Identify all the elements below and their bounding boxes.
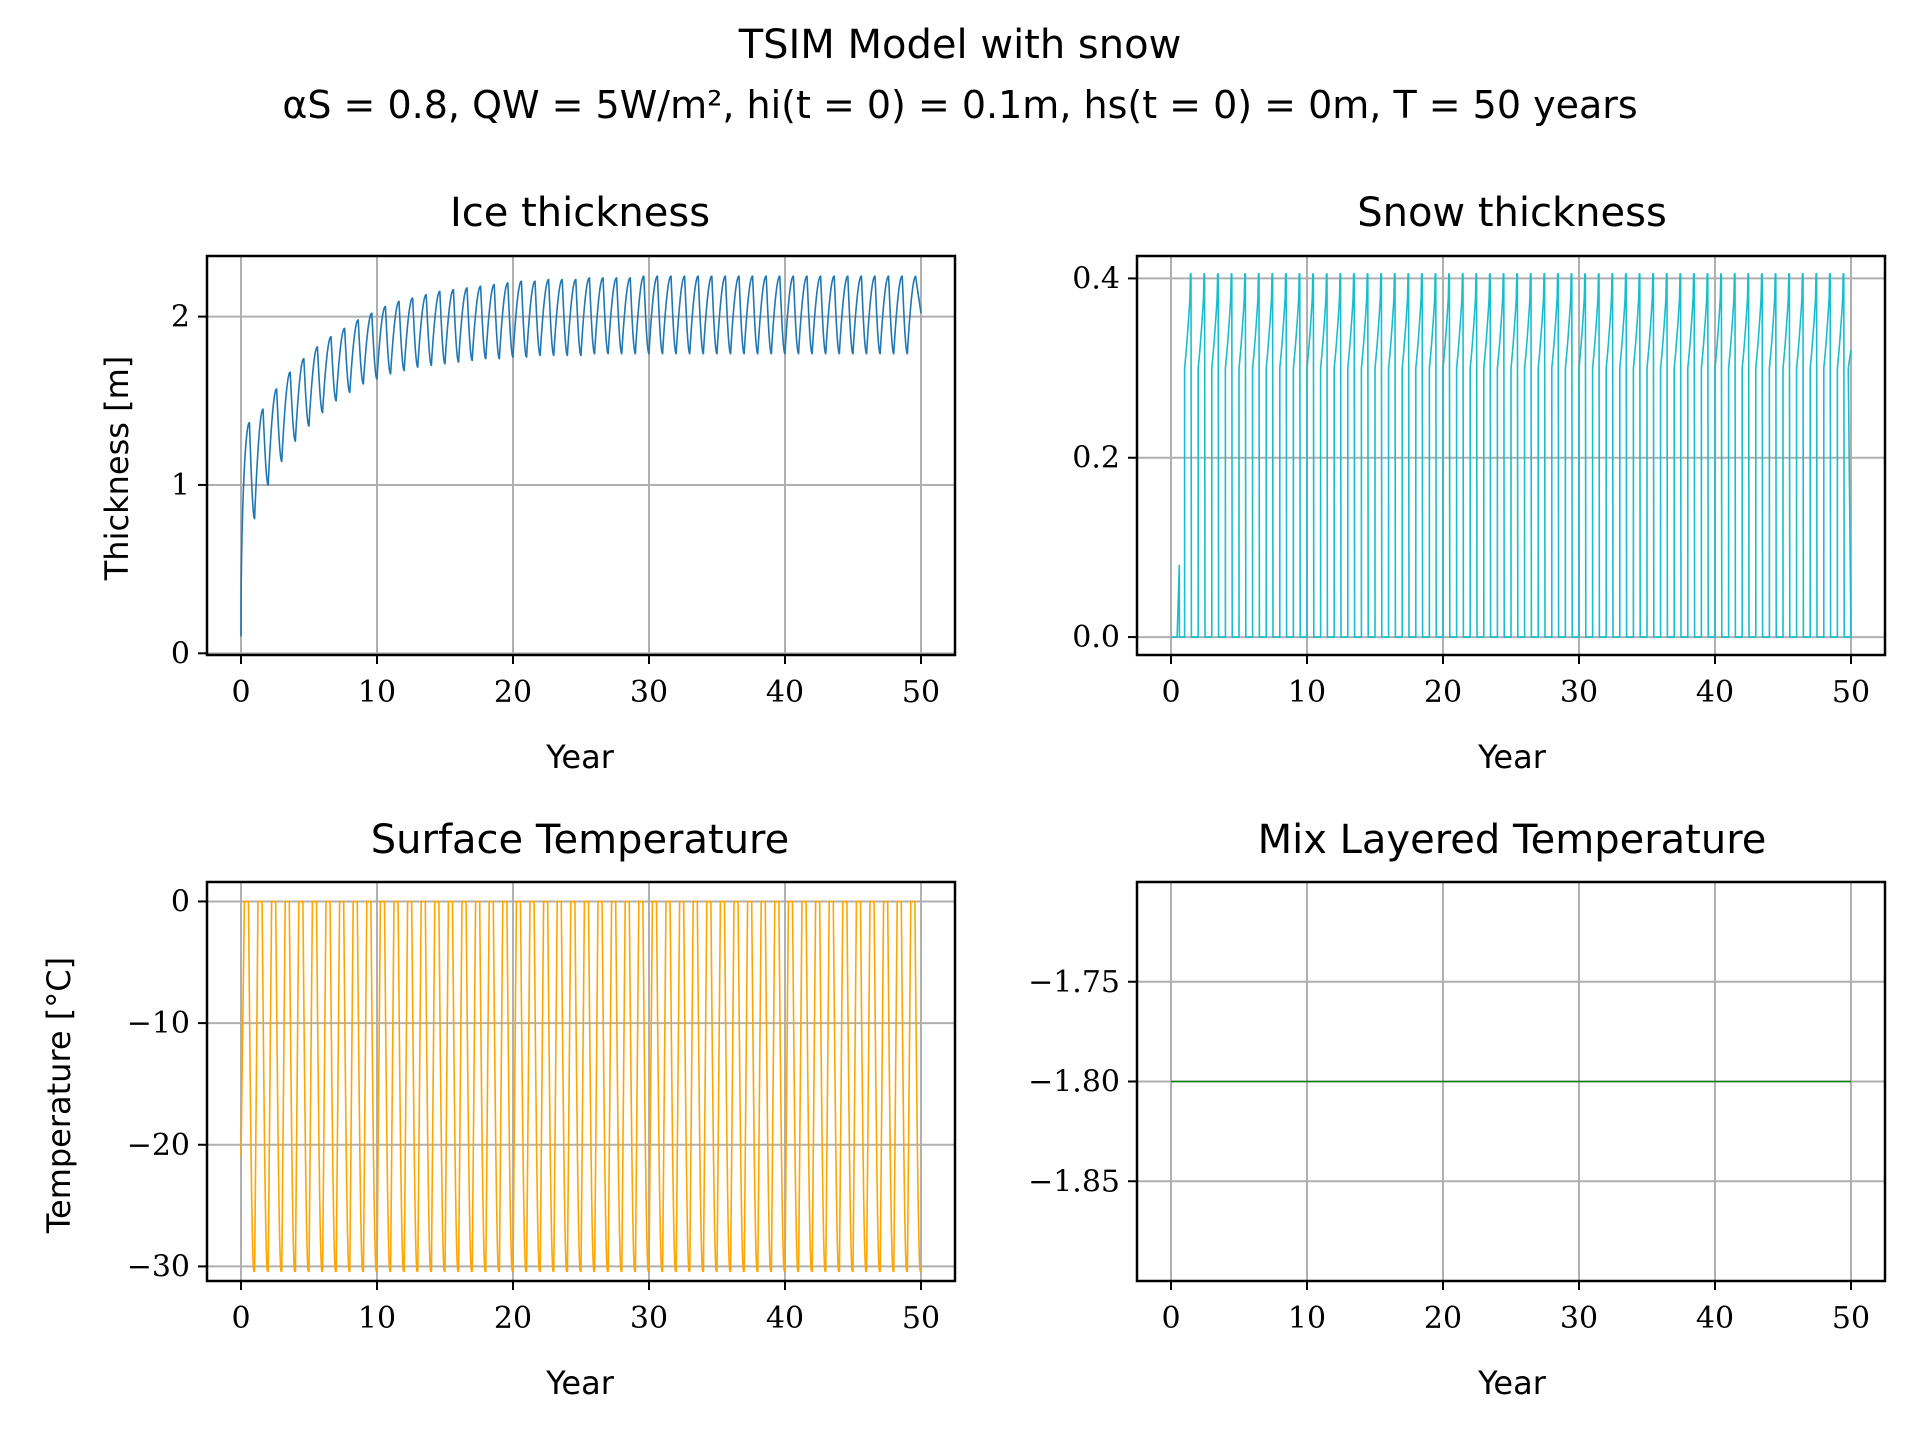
snow-x-tick-label: 10 [1288, 675, 1326, 710]
surface-temperature-title: Surface Temperature [371, 817, 789, 863]
surface-x-axis-label: Year [545, 1364, 615, 1402]
mix-layered-temperature-title: Mix Layered Temperature [1258, 817, 1767, 863]
ice-grid [207, 256, 955, 655]
surface-x-tick-label: 20 [494, 1301, 532, 1336]
ice-y-tick-label: 1 [171, 468, 190, 503]
mix-x-tick-label: 10 [1288, 1301, 1326, 1336]
snow-axes-frame [1135, 254, 1887, 657]
surface-x-tick-label: 0 [231, 1301, 250, 1336]
mix-x-tick-label: 0 [1161, 1301, 1180, 1336]
ice-series-line [240, 275, 922, 637]
surface-y-axis-label: Temperature [°C] [40, 957, 78, 1234]
ice-x-tick-label: 10 [358, 675, 396, 710]
mix-x-tick-label: 50 [1832, 1301, 1870, 1336]
snow-x-tick-label: 30 [1560, 675, 1598, 710]
surface-y-tick-label: −30 [127, 1249, 190, 1284]
mix-plot-area: 0 10 20 30 40 50 −1.75 −1.80 −1.85 [1028, 880, 1887, 1336]
ice-y-axis-label: Thickness [m] [98, 356, 136, 581]
mix-y-tick-label: −1.85 [1028, 1164, 1120, 1199]
snow-x-tick-label: 0 [1161, 675, 1180, 710]
figure-title: TSIM Model with snow [738, 22, 1182, 68]
ice-x-tick-label: 0 [231, 675, 250, 710]
snow-x-tick-label: 40 [1696, 675, 1734, 710]
surface-temperature-panel: Surface Temperature Year Temperature [°C… [40, 817, 789, 1402]
ice-x-tick-label: 50 [902, 675, 940, 710]
mix-x-tick-label: 20 [1424, 1301, 1462, 1336]
mix-x-axis-label: Year [1477, 1364, 1547, 1402]
mix-y-tick-label: −1.80 [1028, 1065, 1120, 1100]
ice-y-tick-label: 2 [171, 300, 190, 335]
ice-x-tick-label: 20 [494, 675, 532, 710]
ice-thickness-panel: Ice thickness Year Thickness [m] [98, 190, 710, 776]
snow-series-line [1170, 273, 1852, 638]
snow-y-tick-label: 0.2 [1072, 441, 1120, 476]
surface-plot-area: 0 10 20 30 40 50 0 −10 −20 −30 [127, 880, 957, 1336]
surface-x-tick-label: 40 [766, 1301, 804, 1336]
snow-thickness-title: Snow thickness [1357, 190, 1667, 236]
surface-x-tick-label: 50 [902, 1301, 940, 1336]
ice-x-tick-label: 30 [630, 675, 668, 710]
surface-x-tick-label: 10 [358, 1301, 396, 1336]
ice-plot-area: 0 10 20 30 40 50 0 1 2 [171, 254, 957, 710]
ice-x-tick-label: 40 [766, 675, 804, 710]
ice-axes-frame [205, 254, 957, 657]
ice-thickness-title: Ice thickness [450, 190, 710, 236]
mix-y-tick-label: −1.75 [1028, 965, 1120, 1000]
snow-x-tick-label: 50 [1832, 675, 1870, 710]
figure-subtitle: αS = 0.8, QW = 5W/m², hi(t = 0) = 0.1m, … [282, 83, 1637, 127]
snow-x-axis-label: Year [1477, 738, 1547, 776]
ice-x-axis-label: Year [545, 738, 615, 776]
snow-y-tick-label: 0.0 [1072, 620, 1120, 655]
snow-x-tick-label: 20 [1424, 675, 1462, 710]
surface-y-tick-label: 0 [171, 884, 190, 919]
surface-y-tick-label: −20 [127, 1128, 190, 1163]
snow-plot-area: 0 10 20 30 40 50 0.0 0.2 0.4 [1072, 254, 1887, 710]
mix-x-tick-label: 30 [1560, 1301, 1598, 1336]
snow-y-tick-label: 0.4 [1072, 261, 1120, 296]
mix-layered-temperature-panel: Mix Layered Temperature Year [1258, 817, 1767, 1402]
surface-x-tick-label: 30 [630, 1301, 668, 1336]
ice-y-tick-label: 0 [171, 636, 190, 671]
surface-series-line [240, 900, 922, 1273]
snow-thickness-panel: Snow thickness Year [1357, 190, 1667, 776]
mix-x-tick-label: 40 [1696, 1301, 1734, 1336]
surface-y-tick-label: −10 [127, 1006, 190, 1041]
surface-axes-frame [205, 880, 957, 1283]
